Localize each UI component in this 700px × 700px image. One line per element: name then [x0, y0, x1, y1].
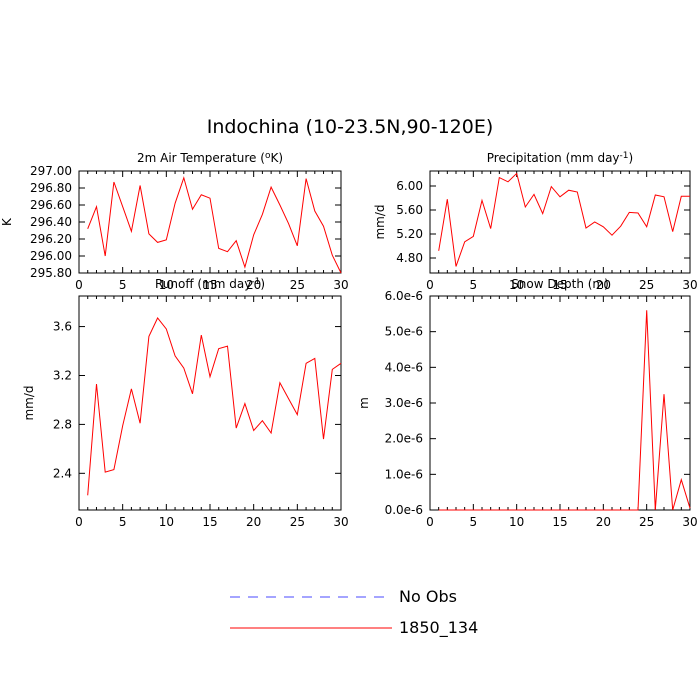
x-tick-label: 25 [290, 278, 305, 292]
series-line [438, 172, 690, 267]
y-tick-label: 5.60 [396, 203, 423, 217]
chart-temperature: 2m Air Temperature (oK) K 0 5 10 15 20 25 30 295.… [0, 151, 349, 292]
x-tick-label: 25 [639, 515, 654, 529]
x-tick-label: 0 [75, 515, 83, 529]
y-tick-label: 296.80 [30, 181, 72, 195]
y-tick-label: 296.20 [30, 232, 72, 246]
y-axis-label: K [0, 217, 14, 226]
x-tick-label: 15 [552, 515, 567, 529]
chart-precipitation: Precipitation (mm day-1) mm/d 0 5 10 15 20 25 30… [373, 151, 698, 292]
x-tick-label: 5 [119, 278, 127, 292]
y-axis-label: mm/d [22, 385, 36, 420]
y-tick-label: 6.0e-6 [385, 289, 423, 303]
y-axis-label: mm/d [373, 204, 387, 239]
x-tick-label: 15 [202, 278, 217, 292]
x-tick-label: 30 [682, 278, 697, 292]
x-tick-label: 0 [426, 515, 434, 529]
y-tick-label: 296.00 [30, 249, 72, 263]
chart-runoff: Runoff (mm day-1) mm/d 0 5 10 15 20 25 30 2.4 2.8 3… [22, 277, 349, 529]
plot-frame [429, 170, 691, 274]
y-tick-label: 4.80 [396, 251, 423, 265]
y-tick-label: 6.00 [396, 179, 423, 193]
x-tick-label: 15 [202, 515, 217, 529]
legend [230, 596, 392, 629]
chart-title: 2m Air Temperature (oK) [137, 151, 283, 165]
plot-frame [78, 295, 342, 511]
x-tick-label: 10 [159, 278, 174, 292]
series-line [87, 317, 342, 496]
y-tick-label: 3.2 [53, 368, 72, 382]
y-tick-label: 296.40 [30, 215, 72, 229]
y-tick-label: 4.0e-6 [385, 360, 423, 374]
x-tick-label: 10 [159, 515, 174, 529]
x-tick-label: 10 [509, 278, 524, 292]
y-tick-label: 2.8 [53, 417, 72, 431]
x-tick-label: 5 [470, 515, 478, 529]
x-tick-label: 5 [470, 278, 478, 292]
series-line [87, 176, 342, 274]
y-tick-label: 5.20 [396, 227, 423, 241]
chart-title: Precipitation (mm day-1) [487, 151, 633, 165]
chart-title: Snow Depth (m) [511, 277, 609, 291]
x-tick-label: 20 [246, 515, 261, 529]
y-tick-label: 1.0e-6 [385, 467, 423, 481]
series-line [438, 310, 691, 511]
y-tick-label: 295.80 [30, 266, 72, 280]
x-tick-label: 30 [333, 515, 348, 529]
legend-label-no-obs: No Obs [399, 587, 457, 606]
x-tick-label: 5 [119, 515, 127, 529]
y-tick-label: 2.4 [53, 466, 72, 480]
x-tick-label: 25 [639, 278, 654, 292]
y-tick-label: 3.0e-6 [385, 396, 423, 410]
x-tick-label: 0 [75, 278, 83, 292]
chart-title: Runoff (mm day-1) [155, 277, 265, 291]
x-tick-label: 30 [333, 278, 348, 292]
x-tick-label: 0 [426, 278, 434, 292]
legend-label-1850-134: 1850_134 [399, 618, 479, 637]
y-tick-label: 296.60 [30, 198, 72, 212]
figure-title: Indochina (10-23.5N,90-120E) [206, 116, 494, 138]
x-tick-label: 25 [290, 515, 305, 529]
x-tick-label: 10 [509, 515, 524, 529]
y-tick-label: 0.0e-6 [385, 503, 423, 517]
x-tick-label: 20 [596, 515, 611, 529]
y-axis-label: m [357, 397, 371, 409]
y-tick-label: 297.00 [30, 164, 72, 178]
y-tick-label: 3.6 [53, 320, 72, 334]
x-tick-label: 20 [246, 278, 261, 292]
x-tick-label: 30 [682, 515, 697, 529]
y-tick-label: 5.0e-6 [385, 325, 423, 339]
x-tick-label: 20 [596, 278, 611, 292]
x-tick-label: 15 [552, 278, 567, 292]
y-tick-label: 2.0e-6 [385, 432, 423, 446]
chart-snow-depth: Snow Depth (m) m 0 5 10 15 20 25 30 0.0e-6 1.0e-6 2… [357, 277, 698, 529]
plot-frame [78, 170, 342, 274]
